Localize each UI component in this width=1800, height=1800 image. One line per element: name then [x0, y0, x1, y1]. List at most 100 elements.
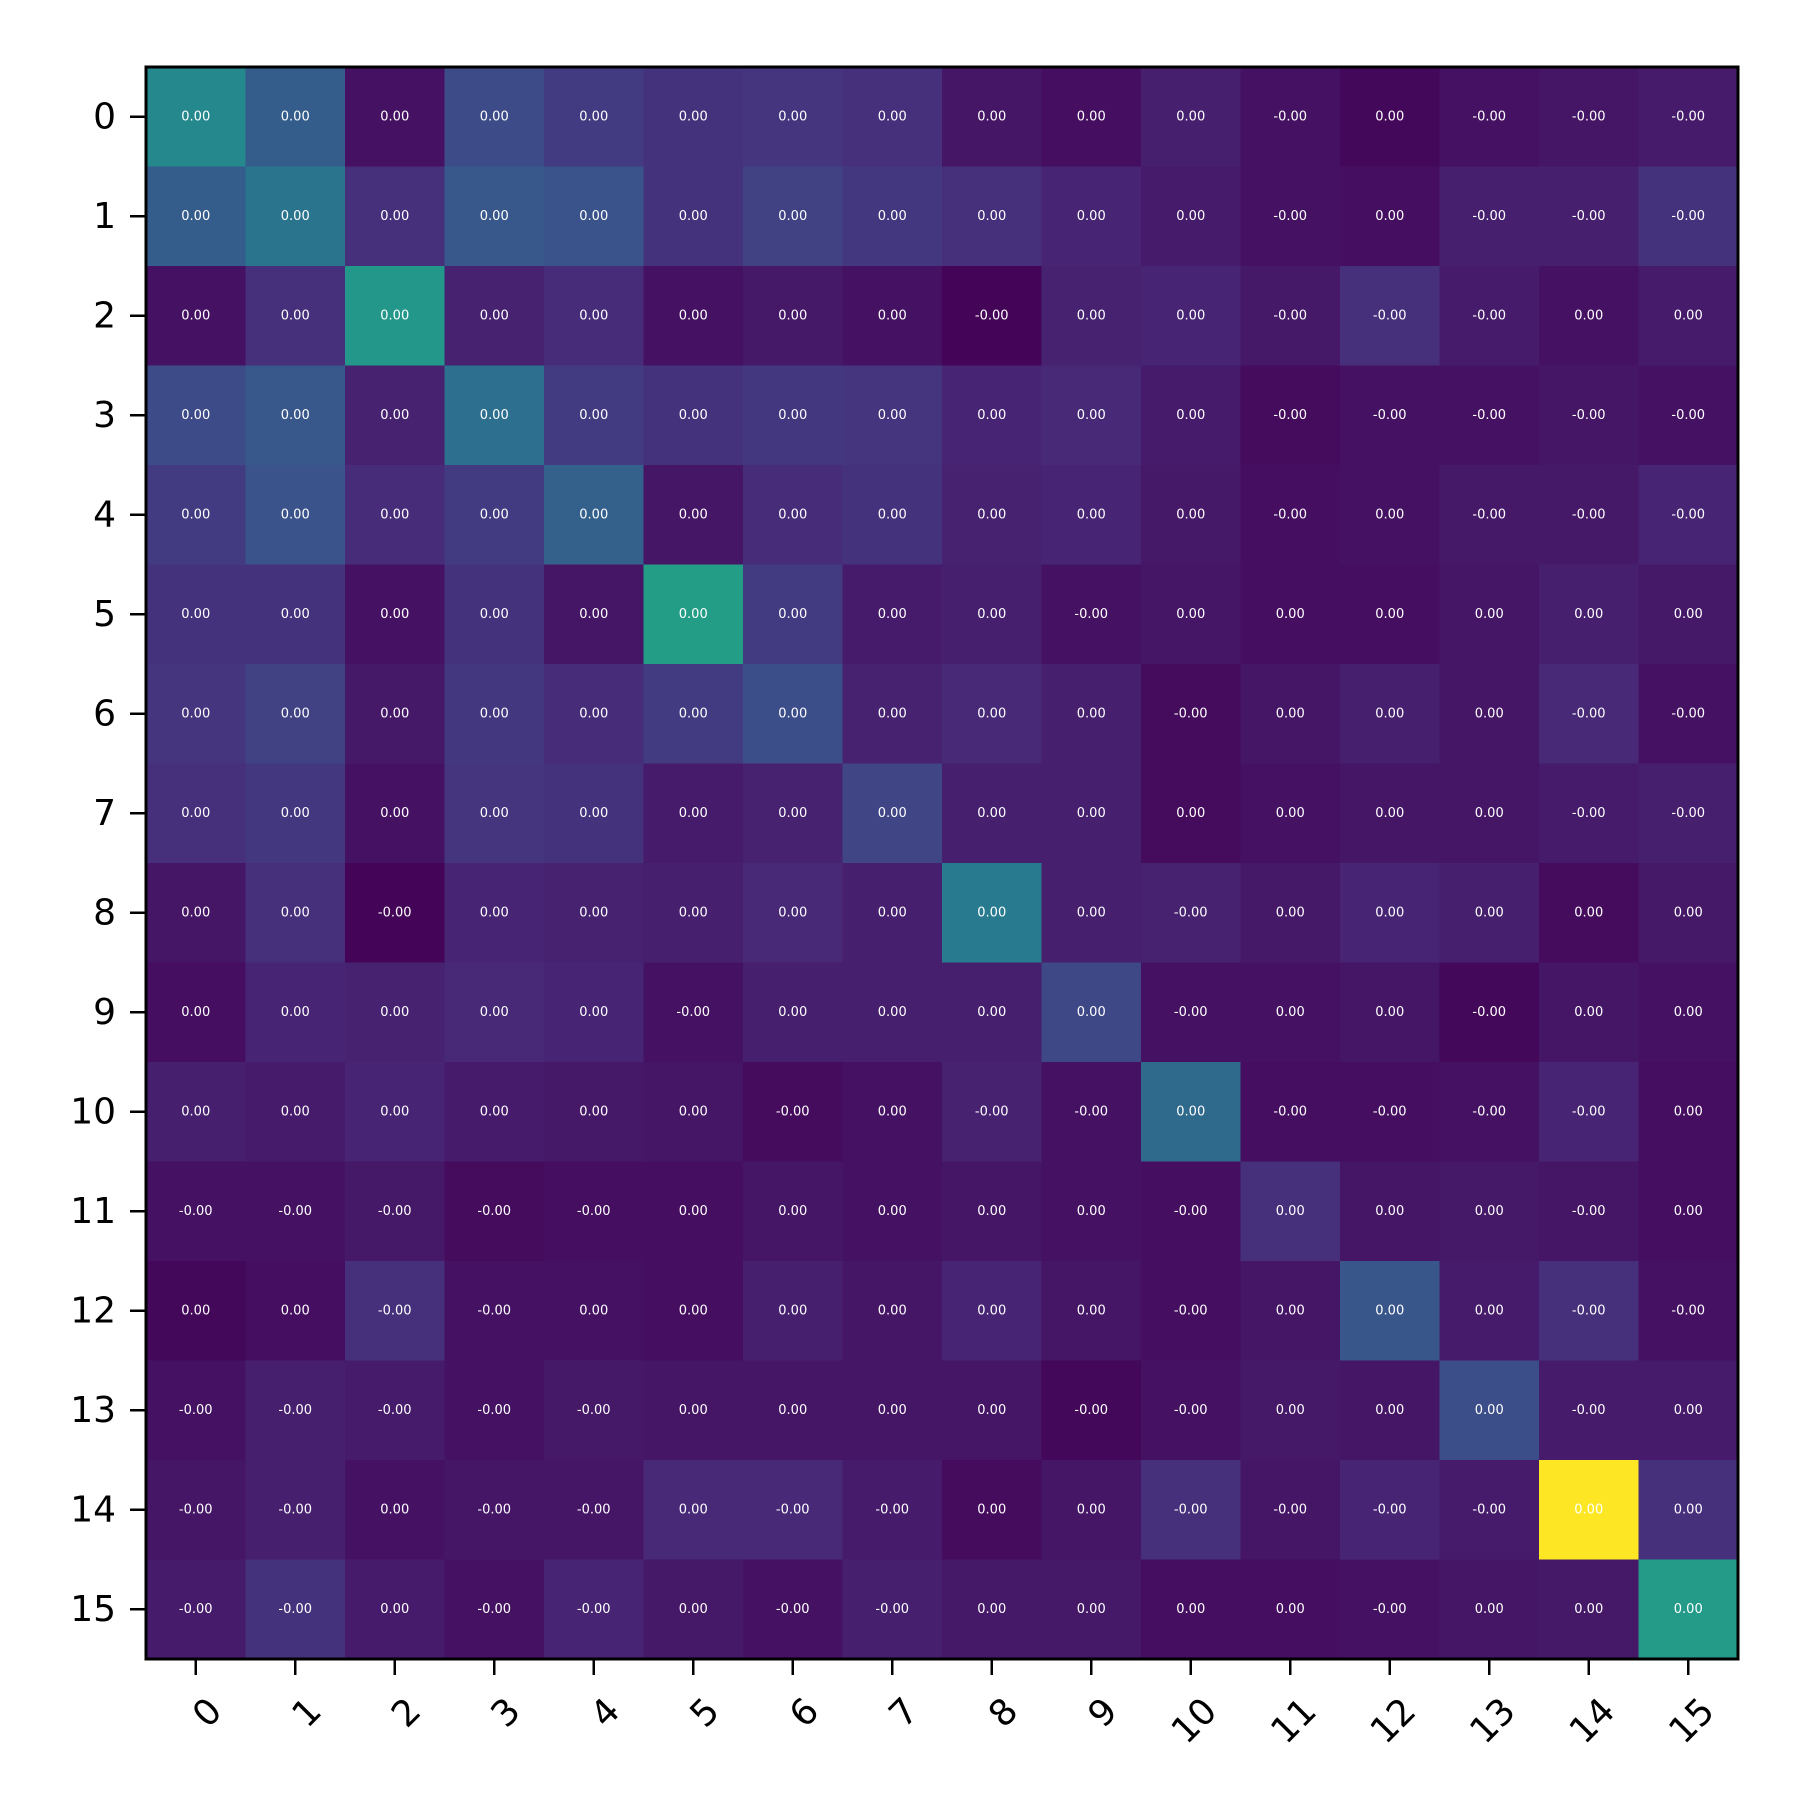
- heatmap-cell-r4-c11: [1240, 465, 1341, 566]
- cell-value-label: -0.00: [1273, 209, 1307, 224]
- heatmap-cell-r14-c8: [942, 1460, 1043, 1561]
- cell-value-label: 0.00: [281, 1104, 310, 1119]
- cell-value-label: 0.00: [181, 109, 210, 124]
- cell-value-label: 0.00: [1077, 1502, 1106, 1517]
- cell-value-label: -0.00: [1373, 408, 1407, 423]
- cell-value-label: 0.00: [480, 607, 509, 622]
- heatmap-cell-r8-c5: [643, 863, 744, 964]
- heatmap-cell-r12-c8: [942, 1261, 1043, 1362]
- cell-value-label: 0.00: [1276, 1602, 1305, 1617]
- heatmap-cell-r14-c3: [444, 1460, 545, 1561]
- y-tick-label: 7: [93, 793, 116, 834]
- heatmap-cell-r1-c13: [1439, 166, 1540, 267]
- heatmap-cell-r1-c3: [444, 166, 545, 267]
- cell-value-label: 0.00: [380, 209, 409, 224]
- heatmap-cell-r2-c8: [942, 266, 1043, 367]
- heatmap-cell-r0-c8: [942, 67, 1043, 168]
- heatmap-cell-r10-c10: [1141, 1062, 1242, 1163]
- cell-value-label: -0.00: [975, 1104, 1009, 1119]
- cell-value-label: 0.00: [1276, 607, 1305, 622]
- cell-value-label: 0.00: [579, 109, 608, 124]
- heatmap-cell-r15-c9: [1041, 1559, 1142, 1660]
- cell-value-label: 0.00: [480, 209, 509, 224]
- cell-value-label: 0.00: [778, 1303, 807, 1318]
- cell-value-label: -0.00: [179, 1602, 213, 1617]
- y-tick-label: 6: [93, 693, 116, 734]
- cell-value-label: -0.00: [378, 1303, 412, 1318]
- cell-value-label: -0.00: [1074, 1104, 1108, 1119]
- heatmap-cell-r7-c15: [1638, 763, 1739, 864]
- heatmap-cell-r7-c1: [245, 763, 346, 864]
- heatmap-cell-r12-c4: [544, 1261, 645, 1362]
- cell-value-label: 0.00: [480, 806, 509, 821]
- heatmap-cell-r3-c8: [942, 365, 1043, 466]
- heatmap-cell-r7-c7: [842, 763, 943, 864]
- x-tick-label: 3: [484, 1690, 529, 1735]
- cell-value-label: 0.00: [778, 1204, 807, 1219]
- cell-value-label: 0.00: [977, 507, 1006, 522]
- cell-value-label: -0.00: [1472, 408, 1506, 423]
- heatmap-cell-r11-c1: [245, 1161, 346, 1262]
- heatmap-cell-r4-c14: [1539, 465, 1640, 566]
- heatmap-cell-r5-c3: [444, 564, 545, 665]
- cell-value-label: -0.00: [1671, 109, 1705, 124]
- cell-value-label: -0.00: [1671, 806, 1705, 821]
- heatmap-cell-r5-c15: [1638, 564, 1739, 665]
- cell-value-label: -0.00: [1572, 109, 1606, 124]
- plot-frame: [144, 65, 1740, 1661]
- cell-value-label: -0.00: [378, 1403, 412, 1418]
- cell-value-label: 0.00: [1077, 905, 1106, 920]
- heatmap-cell-r14-c9: [1041, 1460, 1142, 1561]
- cell-value-label: 0.00: [281, 706, 310, 721]
- cell-value-label: 0.00: [1375, 607, 1404, 622]
- cell-value-label: 0.00: [679, 507, 708, 522]
- cell-value-label: 0.00: [977, 1602, 1006, 1617]
- heatmap-cell-r3-c3: [444, 365, 545, 466]
- heatmap-cell-r7-c14: [1539, 763, 1640, 864]
- heatmap-cell-r12-c9: [1041, 1261, 1142, 1362]
- heatmap-cell-r2-c6: [743, 266, 844, 367]
- cell-value-label: 0.00: [778, 607, 807, 622]
- heatmap-cell-r5-c0: [146, 564, 247, 665]
- cell-value-label: 0.00: [977, 1204, 1006, 1219]
- cell-value-label: 0.00: [1674, 1204, 1703, 1219]
- y-tick-label: 12: [70, 1290, 116, 1331]
- heatmap-cell-r10-c14: [1539, 1062, 1640, 1163]
- heatmap-cell-r9-c2: [345, 962, 446, 1063]
- heatmap-cell-r7-c6: [743, 763, 844, 864]
- heatmap-cell-r5-c10: [1141, 564, 1242, 665]
- heatmap-cell-r15-c3: [444, 1559, 545, 1660]
- heatmap-cell-r8-c7: [842, 863, 943, 964]
- heatmap-cell-r7-c11: [1240, 763, 1341, 864]
- cell-value-label: 0.00: [380, 1602, 409, 1617]
- x-tick-label: 14: [1562, 1690, 1623, 1751]
- heatmap-cell-r15-c4: [544, 1559, 645, 1660]
- x-tick-label: 11: [1263, 1690, 1324, 1751]
- cell-value-label: 0.00: [1276, 806, 1305, 821]
- heatmap-cell-r8-c4: [544, 863, 645, 964]
- cell-value-label: 0.00: [1077, 308, 1106, 323]
- heatmap-cell-r5-c8: [942, 564, 1043, 665]
- cell-value-label: 0.00: [878, 209, 907, 224]
- heatmap-cell-r4-c6: [743, 465, 844, 566]
- heatmap-cell-r10-c15: [1638, 1062, 1739, 1163]
- heatmap-cell-r3-c12: [1340, 365, 1441, 466]
- heatmap-cell-r1-c8: [942, 166, 1043, 267]
- heatmap-cell-r9-c14: [1539, 962, 1640, 1063]
- heatmap-cell-r3-c13: [1439, 365, 1540, 466]
- heatmap-cell-r3-c14: [1539, 365, 1640, 466]
- cell-value-label: -0.00: [1671, 209, 1705, 224]
- cell-value-label: 0.00: [1674, 905, 1703, 920]
- cell-value-label: -0.00: [1074, 607, 1108, 622]
- heatmap-cell-r0-c11: [1240, 67, 1341, 168]
- heatmap-cell-r1-c1: [245, 166, 346, 267]
- heatmap-cell-r8-c2: [345, 863, 446, 964]
- cell-value-label: 0.00: [579, 607, 608, 622]
- cell-value-label: 0.00: [1375, 1005, 1404, 1020]
- heatmap-cell-r14-c12: [1340, 1460, 1441, 1561]
- cell-value-label: -0.00: [1572, 1403, 1606, 1418]
- cell-value-label: 0.00: [1475, 1403, 1504, 1418]
- cell-value-label: 0.00: [1674, 607, 1703, 622]
- cell-value-label: 0.00: [1077, 109, 1106, 124]
